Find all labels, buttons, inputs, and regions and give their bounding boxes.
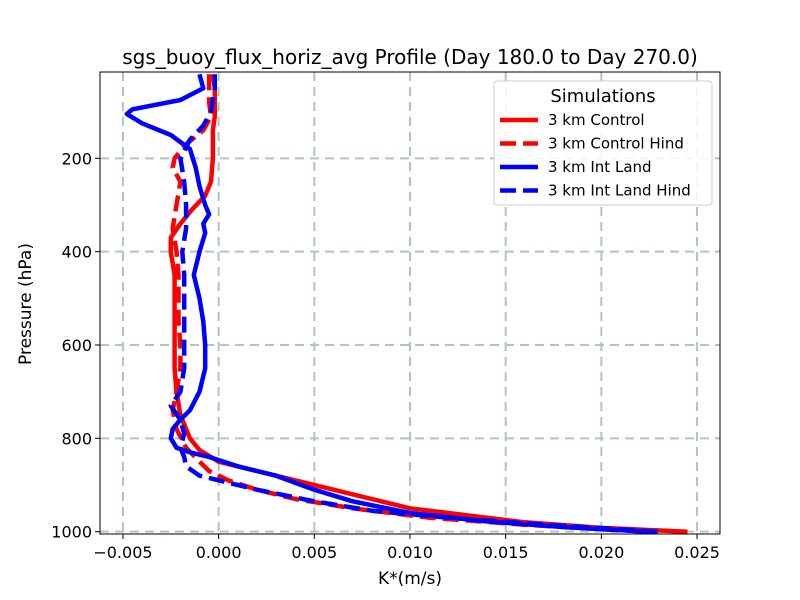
x-axis-label: K*(m/s) — [378, 569, 442, 589]
x-tick-label: 0.005 — [291, 543, 337, 562]
x-tick-label: 0.020 — [578, 543, 624, 562]
y-tick-label: 200 — [61, 149, 92, 168]
y-tick-label: 1000 — [51, 523, 92, 542]
legend-label: 3 km Control Hind — [548, 135, 684, 153]
legend-label: 3 km Control — [548, 111, 645, 129]
x-tick-label: −0.005 — [93, 543, 152, 562]
x-tick-label: 0.015 — [483, 543, 529, 562]
legend-items: 3 km Control 3 km Control Hind 3 km Int La… — [500, 111, 691, 200]
legend-box — [493, 80, 713, 206]
y-tick-label: 800 — [61, 429, 92, 448]
chart-title: sgs_buoy_flux_horiz_avg Profile (Day 180… — [122, 45, 698, 69]
x-tick-label: 0.025 — [674, 543, 720, 562]
y-axis-label: Pressure (hPa) — [16, 243, 36, 365]
series-line — [168, 74, 659, 534]
series-line — [124, 73, 650, 534]
legend: Simulations 3 km Control 3 km Control Hin… — [493, 80, 713, 206]
x-tick-label: 0.000 — [196, 543, 242, 562]
y-tick-label: 400 — [61, 243, 92, 262]
x-tick-label: 0.010 — [387, 543, 433, 562]
axis-ticks: −0.005 0.000 0.005 0.010 0.015 0.020 0.025 200 4… — [51, 149, 720, 562]
legend-label: 3 km Int Land — [548, 158, 652, 176]
data-series — [124, 73, 688, 534]
y-tick-label: 600 — [61, 336, 92, 355]
series-line — [168, 73, 688, 534]
legend-label: 3 km Int Land Hind — [548, 182, 691, 200]
legend-title: Simulations — [550, 86, 655, 107]
